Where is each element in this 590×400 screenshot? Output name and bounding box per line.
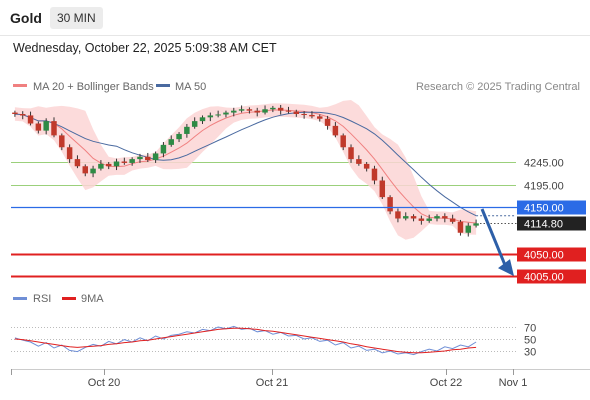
candle: [403, 212, 409, 221]
x-tick-label: Oct 22: [430, 377, 462, 389]
candle: [293, 109, 300, 117]
candle: [191, 117, 198, 129]
level-tag-4005.00: [517, 269, 586, 284]
candle: [449, 214, 456, 224]
forecast-arrowhead: [498, 259, 514, 277]
candle: [199, 115, 206, 124]
candle: [410, 214, 417, 222]
candle: [27, 111, 34, 126]
candle: [145, 152, 151, 162]
candle: [285, 106, 292, 114]
rsi-legend-swatch: [13, 297, 27, 300]
level-label-4150.00: 4150.00: [524, 203, 564, 215]
level-tag-4150.00: [517, 200, 586, 215]
datetime-label: Wednesday, October 22, 2025 5:09:38 AM C…: [13, 41, 277, 55]
ma50-legend-swatch: [156, 84, 170, 87]
candle: [309, 111, 315, 119]
rsi-level-label-50: 50: [524, 335, 536, 347]
candle: [59, 133, 65, 151]
chart-title: Gold: [10, 10, 42, 26]
candle: [176, 132, 182, 143]
candle: [301, 111, 307, 119]
interval-selector[interactable]: 30 MIN: [50, 7, 103, 29]
top-bar: Gold 30 MIN: [0, 0, 590, 36]
candle: [418, 215, 425, 225]
candle: [160, 142, 167, 158]
candle: [379, 176, 386, 200]
candle: [356, 155, 362, 166]
candle: [371, 165, 378, 185]
candle: [66, 144, 73, 163]
candle: [223, 110, 229, 118]
candle: [12, 110, 18, 117]
credit-label: Research © 2025 Trading Central: [416, 81, 580, 93]
candle: [90, 165, 96, 178]
rsi-ma-line: [14, 327, 477, 354]
rsi-line: [14, 325, 477, 356]
ma50-line: [14, 111, 477, 217]
candle: [168, 135, 174, 147]
candle: [332, 122, 339, 138]
candle: [434, 214, 440, 222]
candle: [473, 219, 479, 228]
x-tick-label: Oct 20: [88, 377, 120, 389]
candle: [246, 107, 253, 114]
level-label-4245.00: 4245.00: [524, 158, 564, 170]
level-label-4195.00: 4195.00: [524, 181, 564, 193]
ma20-line: [14, 109, 477, 224]
ma20-legend-label: MA 20 + Bollinger Bands: [33, 81, 154, 93]
candle: [215, 110, 221, 118]
candle: [231, 107, 237, 117]
forecast-arrow: [480, 208, 507, 266]
level-tag-4050.00: [517, 247, 586, 262]
candle: [363, 161, 370, 172]
candle: [137, 153, 143, 163]
candle: [270, 105, 276, 113]
rsi-level-label-70: 70: [524, 323, 536, 335]
candle: [129, 157, 135, 166]
candle: [262, 105, 268, 115]
candle: [184, 123, 190, 138]
candle: [238, 105, 245, 113]
candle: [105, 161, 112, 170]
candle: [457, 219, 464, 236]
ma50-legend-label: MA 50: [175, 81, 206, 93]
bollinger-band: [14, 100, 477, 240]
level-label-4005.00: 4005.00: [524, 272, 564, 284]
current-price-tag: [517, 216, 586, 231]
candle: [426, 214, 432, 223]
rsi-ma-legend-label: 9MA: [81, 293, 104, 305]
candle: [317, 114, 323, 122]
candle: [442, 213, 448, 223]
rsi-ma-legend-swatch: [62, 297, 76, 300]
rsi-level-label-30: 30: [524, 347, 536, 359]
candle: [395, 208, 401, 223]
candle: [51, 117, 57, 138]
candle: [121, 157, 128, 165]
candle: [207, 112, 214, 122]
candle: [340, 133, 346, 151]
candle: [113, 158, 120, 171]
candle: [152, 151, 159, 163]
candle: [74, 155, 81, 169]
candle: [35, 121, 42, 134]
x-tick-label: Nov 1: [499, 377, 528, 389]
candle: [254, 107, 260, 117]
candle: [324, 115, 331, 130]
candle: [98, 160, 104, 171]
candle: [19, 111, 26, 120]
current-price-label: 4114.80: [524, 219, 563, 231]
candle: [465, 222, 472, 237]
candle: [348, 144, 354, 163]
candle: [387, 195, 393, 215]
candle: [43, 118, 49, 135]
x-tick-label: Oct 21: [256, 377, 288, 389]
rsi-legend-label: RSI: [33, 293, 51, 305]
candle: [277, 104, 284, 115]
candle: [82, 164, 88, 177]
level-label-4050.00: 4050.00: [524, 250, 564, 262]
ma20-legend-swatch: [13, 84, 27, 87]
